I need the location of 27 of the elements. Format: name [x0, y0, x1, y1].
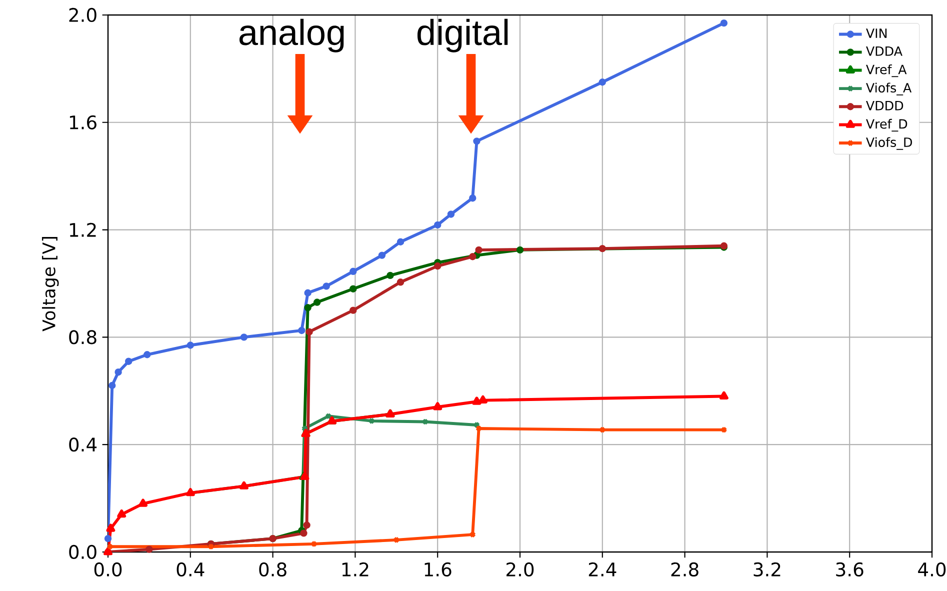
y-tick-label: 0.0	[69, 544, 96, 560]
y-tick-label: 0.8	[69, 330, 96, 344]
y-tick-label: 2.0	[69, 8, 96, 22]
annotation: digital	[417, 18, 508, 52]
legend-label: Viofs_A	[866, 82, 912, 96]
legend-label: Viofs_D	[866, 137, 912, 150]
annotation: analog	[239, 18, 344, 52]
x-tick-label: 0.8	[259, 562, 286, 577]
x-tick-label: 0.0	[94, 562, 122, 577]
x-tick-label: 2.0	[506, 562, 534, 577]
y-tick-label: 0.4	[69, 438, 97, 452]
x-tick-label: 3.6	[836, 562, 864, 577]
x-tick-label: 2.8	[671, 562, 698, 577]
y-axis-title: Voltage [V]	[42, 237, 59, 332]
x-tick-label: 4.0	[918, 562, 946, 577]
x-tick-label: 0.4	[176, 562, 204, 577]
y-tick-label: 1.6	[70, 115, 96, 130]
legend-label: VDDD	[866, 101, 904, 110]
x-tick-label: 3.2	[754, 562, 780, 577]
legend-label: VIN	[866, 28, 887, 38]
legend-label: Vref_A	[866, 64, 907, 78]
legend-label: VDDA	[866, 46, 902, 56]
x-tick-label: 1.6	[424, 562, 452, 577]
x-tick-label: 2.4	[588, 562, 616, 576]
legend-label: Vref_D	[866, 118, 908, 132]
y-tick-label: 1.2	[70, 222, 96, 237]
x-tick-label: 1.2	[342, 562, 368, 576]
